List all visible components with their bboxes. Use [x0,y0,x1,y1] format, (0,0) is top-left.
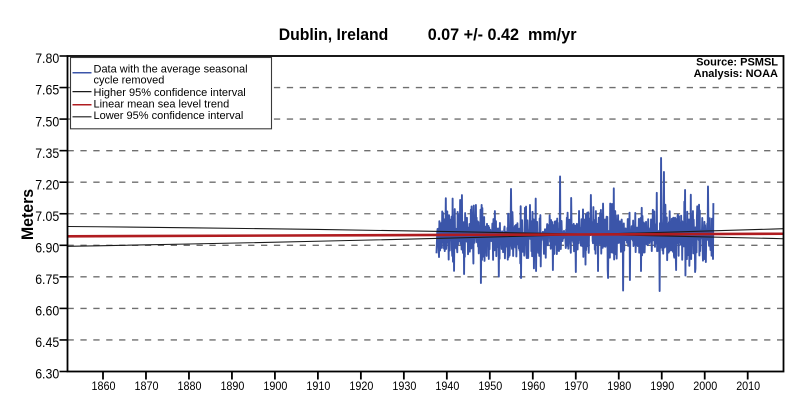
svg-text:cycle removed: cycle removed [94,75,165,87]
svg-text:Analysis: NOAA: Analysis: NOAA [694,68,778,80]
svg-text:1870: 1870 [134,380,158,393]
svg-text:1880: 1880 [177,380,201,393]
svg-text:1860: 1860 [92,380,116,393]
svg-text:Linear mean sea level trend: Linear mean sea level trend [94,99,230,111]
svg-text:0.07 +/- 0.42 mm/yr: 0.07 +/- 0.42 mm/yr [428,25,577,44]
svg-text:6.30: 6.30 [35,366,59,382]
svg-text:7.20: 7.20 [35,176,59,192]
svg-text:7.50: 7.50 [35,113,59,129]
svg-text:1950: 1950 [478,380,502,393]
svg-text:2010: 2010 [736,380,760,393]
svg-text:1930: 1930 [392,380,416,393]
svg-text:Lower 95% confidence interval: Lower 95% confidence interval [94,110,244,122]
svg-text:1980: 1980 [607,380,631,393]
svg-text:2000: 2000 [693,380,717,393]
svg-text:7.80: 7.80 [35,50,59,66]
svg-text:1970: 1970 [564,380,588,393]
svg-text:7.05: 7.05 [35,208,59,224]
svg-text:6.75: 6.75 [35,271,59,287]
svg-text:Dublin, Ireland: Dublin, Ireland [279,25,389,44]
svg-text:1940: 1940 [435,380,459,393]
svg-text:1990: 1990 [650,380,674,393]
svg-text:6.90: 6.90 [35,239,59,255]
svg-text:7.35: 7.35 [35,145,59,161]
svg-text:1910: 1910 [306,380,330,393]
svg-text:1920: 1920 [349,380,373,393]
svg-text:Data with the average seasonal: Data with the average seasonal [94,64,248,76]
svg-text:Source: PSMSL: Source: PSMSL [696,56,778,68]
svg-text:6.45: 6.45 [35,334,59,350]
svg-text:7.65: 7.65 [35,82,59,98]
svg-text:Meters: Meters [18,189,37,240]
svg-text:1900: 1900 [263,380,287,393]
svg-text:6.60: 6.60 [35,303,59,319]
svg-text:Higher 95% confidence interval: Higher 95% confidence interval [94,87,246,99]
svg-text:1890: 1890 [220,380,244,393]
svg-text:1960: 1960 [521,380,545,393]
